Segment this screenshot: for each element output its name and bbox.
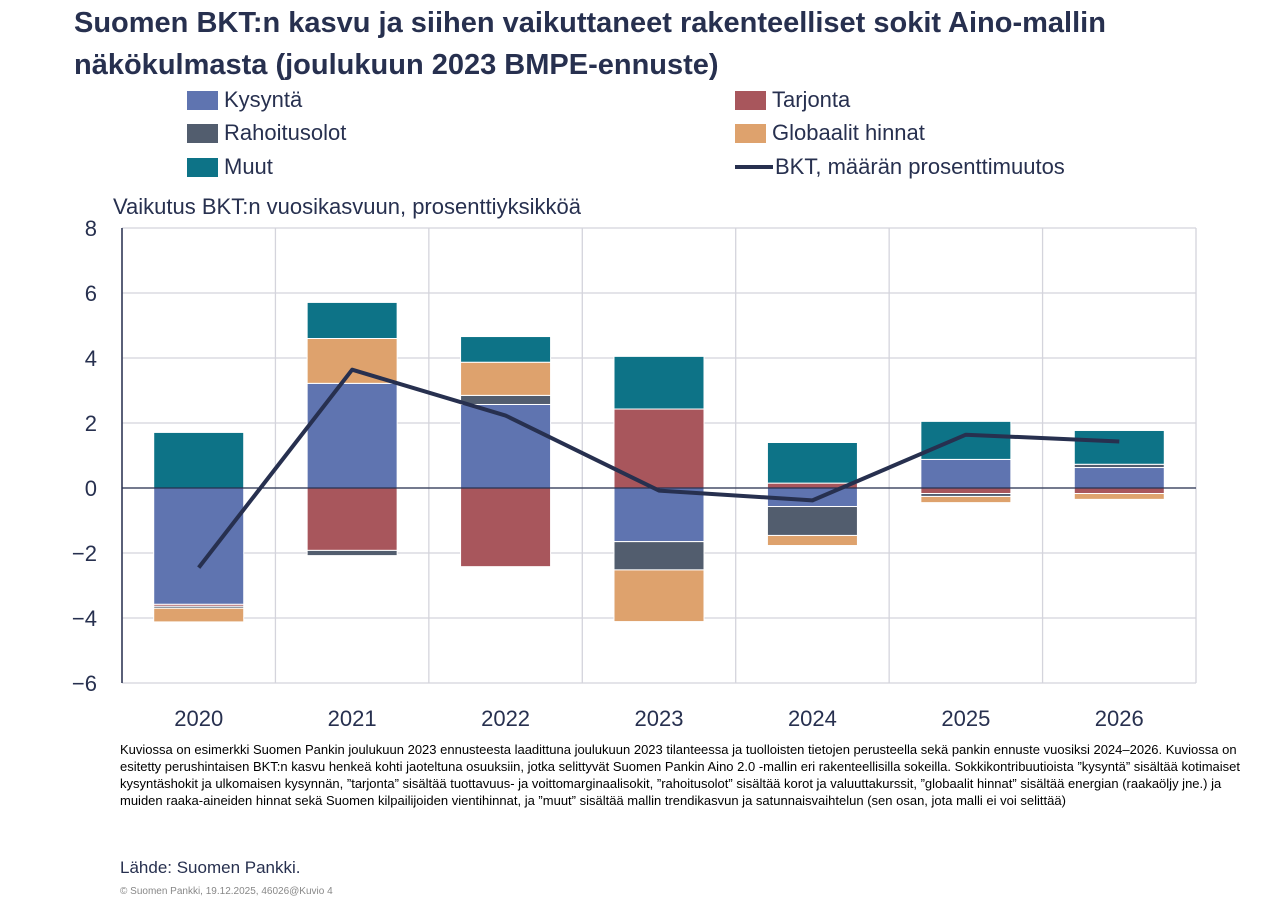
chart-svg: −6 −4 −2 0 2 4 6 8 2020 2021 2022 2023 2024 2025 2026 xyxy=(72,216,1197,731)
bar-segment-globaalit-hinnat xyxy=(1073,493,1165,500)
bar-segment-globaalit-hinnat xyxy=(460,361,552,396)
legend-label: Muut xyxy=(224,154,273,179)
legend-swatch xyxy=(187,90,218,110)
bar-segment-muut xyxy=(153,431,245,489)
bar-segment-muut xyxy=(306,301,398,339)
bar-segment-globaalit-hinnat xyxy=(920,495,1012,504)
source: Lähde: Suomen Pankki. xyxy=(120,858,301,877)
bar-segment-muut xyxy=(613,355,705,410)
bar-segment-kysyntä xyxy=(153,487,245,605)
gdp-growth-line xyxy=(197,367,1120,569)
bar-segment-muut xyxy=(1073,429,1165,465)
y-tick-label: 0 xyxy=(85,476,97,501)
bar-segment-kysyntä xyxy=(306,382,398,489)
legend-swatch xyxy=(735,90,766,110)
y-tick-label: −6 xyxy=(72,671,97,696)
bar-segment-tarjonta xyxy=(920,487,1012,495)
legend-label: Tarjonta xyxy=(772,87,851,112)
chart-title: Suomen BKT:n kasvu ja siihen vaikuttanee… xyxy=(74,7,1106,81)
legend-label: BKT, määrän prosenttimuutos xyxy=(775,154,1065,179)
bar-segment-tarjonta xyxy=(1073,487,1165,495)
bar-segment-muut xyxy=(766,442,858,484)
x-tick-label: 2021 xyxy=(328,706,377,731)
legend-item-kysynta: Kysyntä xyxy=(187,86,302,114)
x-tick-label: 2023 xyxy=(635,706,684,731)
bar-segment-tarjonta xyxy=(306,487,398,551)
bar-segment-kysyntä xyxy=(920,458,1012,489)
legend-swatch xyxy=(187,123,218,143)
y-tick-label: −4 xyxy=(72,606,97,631)
bar-segment-globaalit-hinnat xyxy=(306,338,398,384)
bar-segment-muut xyxy=(920,420,1012,460)
bar-segment-tarjonta xyxy=(460,487,552,568)
legend-item-rahoitusolot: Rahoitusolot xyxy=(187,119,346,147)
legend-swatch xyxy=(735,123,766,143)
footnote: Kuviossa on esimerkki Suomen Pankin joul… xyxy=(120,742,1241,808)
bar-segment-kysyntä xyxy=(613,487,705,543)
legend-item-tarjonta: Tarjonta xyxy=(735,86,850,114)
x-tick-label: 2022 xyxy=(481,706,530,731)
bar-segment-globaalit-hinnat xyxy=(153,607,245,623)
legend-item-bkt: BKT, määrän prosenttimuutos xyxy=(735,153,1065,181)
bar-segment-kysyntä xyxy=(1073,467,1165,489)
legend-label: Globaalit hinnat xyxy=(772,120,925,145)
y-tick-label: 6 xyxy=(85,281,97,306)
bar-segment-rahoitusolot xyxy=(306,549,398,557)
y-tick-label: 8 xyxy=(85,216,97,241)
x-tick-label: 2026 xyxy=(1095,706,1144,731)
bar-segment-kysyntä xyxy=(460,403,552,489)
bar-segment-rahoitusolot xyxy=(460,394,552,405)
y-axis-label: Vaikutus BKT:n vuosikasvuun, prosenttiyk… xyxy=(113,194,581,219)
legend-label: Rahoitusolot xyxy=(224,120,347,145)
x-tick-label: 2025 xyxy=(941,706,990,731)
copyright: © Suomen Pankki, 19.12.2025, 46026@Kuvio… xyxy=(120,886,333,897)
bar-segment-rahoitusolot xyxy=(766,506,858,536)
y-tick-label: 4 xyxy=(85,346,97,371)
bar-segment-globaalit-hinnat xyxy=(613,569,705,623)
bar-segment-muut xyxy=(460,336,552,363)
x-tick-label: 2024 xyxy=(788,706,837,731)
legend-label: Kysyntä xyxy=(224,87,303,112)
x-tick-label: 2020 xyxy=(174,706,223,731)
y-tick-label: −2 xyxy=(72,541,97,566)
legend-line xyxy=(735,165,773,169)
legend-item-muut: Muut xyxy=(187,153,273,181)
legend-item-globaalit-hinnat: Globaalit hinnat xyxy=(735,119,925,147)
bar-segment-globaalit-hinnat xyxy=(766,534,858,547)
bar-segment-rahoitusolot xyxy=(613,541,705,571)
legend-swatch xyxy=(187,157,218,177)
y-tick-label: 2 xyxy=(85,411,97,436)
